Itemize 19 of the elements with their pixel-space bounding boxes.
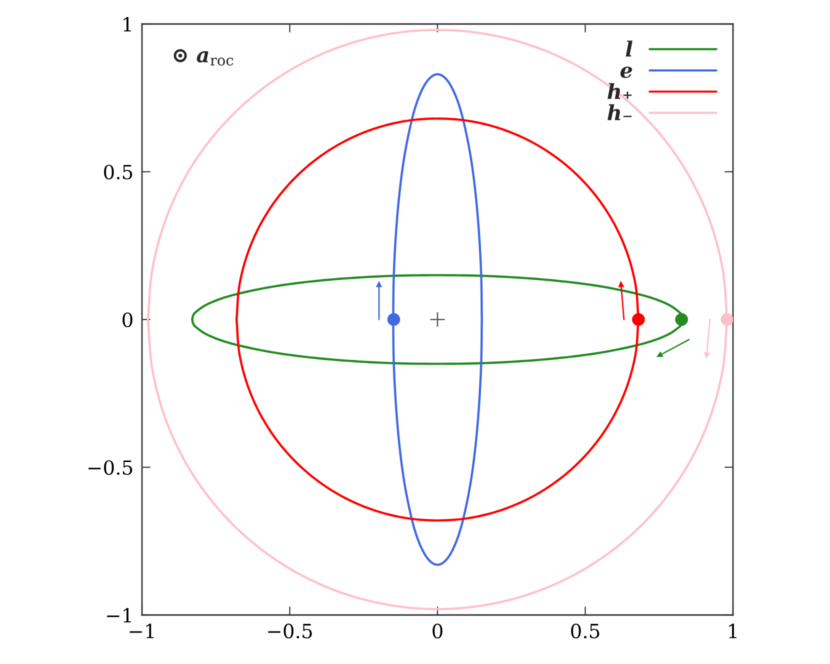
point xyxy=(618,280,624,288)
x-tick-label: 0.5 xyxy=(571,624,600,638)
x-tick-label: −0.5 xyxy=(268,624,312,638)
y-tick-label: −1 xyxy=(107,608,131,622)
x-tick-label: 1 xyxy=(729,624,736,638)
point xyxy=(430,312,446,328)
y-tick-label: −0.5 xyxy=(88,460,132,475)
point xyxy=(656,351,664,358)
legend-label: h₊ xyxy=(608,83,632,99)
x-tick-label: 0 xyxy=(432,624,442,638)
legend-label: h₋ xyxy=(608,104,632,120)
point xyxy=(376,280,382,288)
legend-label: e xyxy=(620,66,632,78)
y-tick-label: 1 xyxy=(124,16,131,32)
annotation: ⊙ a$_{roc}$ xyxy=(174,49,234,66)
y-tick-label: 0 xyxy=(122,312,132,328)
point xyxy=(704,352,710,359)
legend-label: l xyxy=(626,40,632,56)
y-tick-label: 0.5 xyxy=(104,164,132,180)
